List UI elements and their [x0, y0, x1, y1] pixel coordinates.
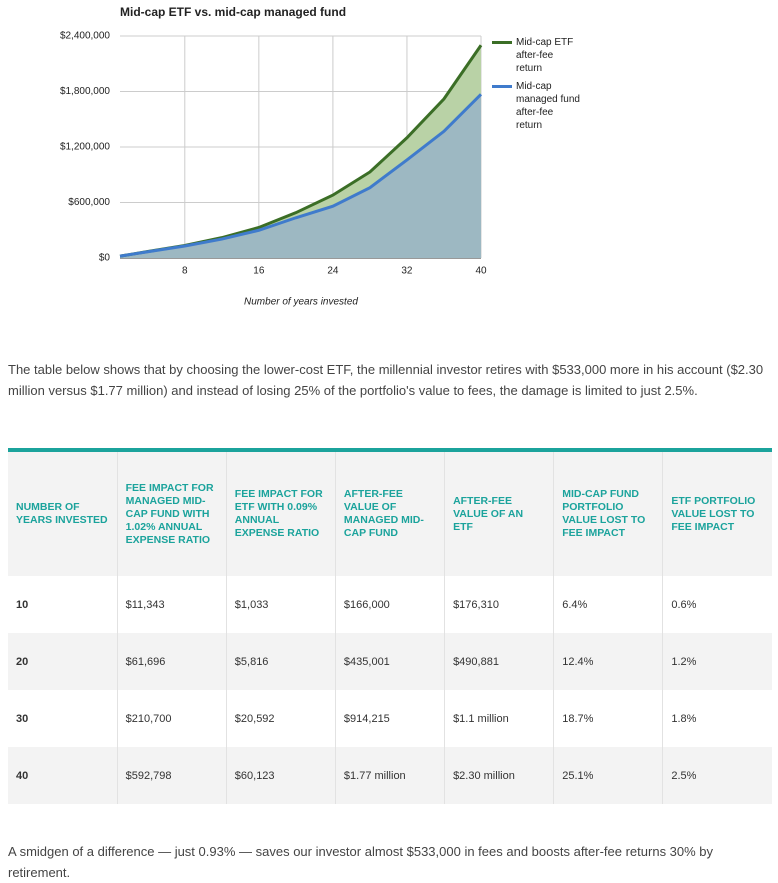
table-cell: $914,215	[335, 690, 446, 747]
y-tick-label: $1,800,000	[60, 86, 110, 97]
y-tick-label: $600,000	[68, 197, 110, 208]
legend-item: Mid-cap managed fund after-fee return	[492, 80, 582, 132]
table-cell: 1.2%	[662, 633, 772, 690]
legend-label: Mid-cap ETF after-fee return	[516, 37, 574, 74]
table-cell: $60,123	[226, 747, 336, 804]
table-cell: $11,343	[117, 576, 227, 633]
table-cell: $61,696	[117, 633, 227, 690]
table-cell: 0.6%	[671, 598, 697, 611]
column-header: AFTER-FEE VALUE OF AN ETF	[444, 450, 555, 576]
column-header: AFTER-FEE VALUE OF MANAGED MID-CAP FUND	[335, 450, 446, 576]
x-tick-label: 8	[182, 266, 188, 277]
column-header: MID-CAP FUND PORTFOLIO VALUE LOST TO FEE…	[553, 450, 664, 576]
legend-item: Mid-cap ETF after-fee return	[492, 36, 582, 75]
data-table: NUMBER OF YEARS INVESTED FEE IMPACT FOR M…	[8, 448, 772, 804]
table-cell: $166,000	[335, 576, 446, 633]
column-header: NUMBER OF YEARS INVESTED	[8, 450, 118, 576]
table-cell: 30	[8, 690, 118, 747]
x-tick-label: 32	[401, 266, 413, 277]
y-tick-label: $1,200,000	[60, 142, 110, 153]
table-cell: $490,881	[444, 633, 555, 690]
table-cell: 6.4%	[553, 576, 664, 633]
table-cell: 2.5%	[662, 747, 772, 804]
legend-swatch	[492, 41, 512, 44]
paragraph: The table below shows that by choosing t…	[8, 362, 764, 398]
column-header: FEE IMPACT FOR MANAGED MID-CAP FUND WITH…	[117, 450, 227, 576]
column-header: ETF PORTFOLIO VALUE LOST TO FEE IMPACT	[662, 450, 772, 576]
table-cell: 10	[8, 576, 118, 633]
table-cell: $176,310	[444, 576, 555, 633]
y-tick-label: $0	[99, 253, 111, 264]
table-cell: $20,592	[226, 690, 336, 747]
paragraph: A smidgen of a difference — just 0.93% —…	[8, 844, 714, 880]
table-cell: $592,798	[117, 747, 227, 804]
table-row: 30 $210,700 $20,592 $914,215 $1.1 million 18.…	[8, 690, 772, 747]
table-cell: $1.77 million	[335, 747, 446, 804]
table-cell: $435,001	[335, 633, 446, 690]
chart-title: Mid-cap ETF vs. mid-cap managed fund	[120, 5, 346, 19]
table-row: 20 $61,696 $5,816 $435,001 $490,881 12.4% 1.2%	[8, 633, 772, 690]
series-line	[119, 93, 483, 258]
table-cell: $2.30 million	[444, 747, 555, 804]
table-cell: $1.1 million	[444, 690, 555, 747]
x-tick-label: 40	[475, 266, 487, 277]
area-fill	[120, 94, 481, 259]
table-cell: 20	[8, 633, 118, 690]
table-cell: 12.4%	[553, 633, 664, 690]
table-cell: $5,816	[226, 633, 336, 690]
table-row: 40 $592,798 $60,123 $1.77 million $2.30 mill…	[8, 747, 772, 804]
table-row: 10 $11,343 $1,033 $166,000 $176,310 6.4% 0.6%	[8, 576, 772, 633]
column-header: FEE IMPACT FOR ETF WITH 0.09% ANNUAL EXP…	[226, 450, 336, 576]
y-tick-label: $2,400,000	[60, 31, 110, 42]
x-tick-label: 16	[253, 266, 265, 277]
x-tick-label: 24	[327, 266, 339, 277]
table-cell: 18.7%	[553, 690, 664, 747]
legend-label: Mid-cap managed fund after-fee return	[516, 81, 580, 131]
table-cell: $210,700	[117, 690, 227, 747]
table-cell: 1.8%	[671, 712, 697, 725]
table-cell: 40	[8, 747, 118, 804]
chart: Mid-cap ETF vs. mid-cap managed fund Num…	[60, 5, 487, 308]
x-axis-label: Number of years invested	[244, 297, 358, 308]
legend-swatch	[492, 85, 512, 88]
table-cell: $1,033	[226, 576, 336, 633]
table-cell: 25.1%	[553, 747, 664, 804]
